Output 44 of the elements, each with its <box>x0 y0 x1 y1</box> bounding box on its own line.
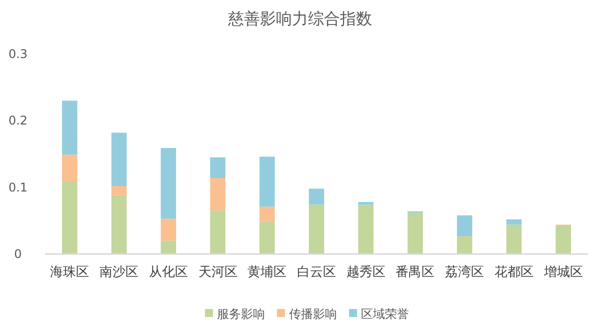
bar <box>358 202 374 205</box>
bar <box>506 219 522 225</box>
bar <box>160 240 176 254</box>
chart-title: 慈善影响力综合指数 <box>227 9 372 28</box>
bar <box>259 221 275 254</box>
y-tick-label: 0 <box>14 247 22 261</box>
bar <box>210 157 226 178</box>
bar <box>111 132 127 186</box>
bar <box>62 154 78 182</box>
bar <box>408 212 423 254</box>
bar <box>62 182 78 254</box>
bar <box>308 204 324 254</box>
bar <box>111 186 127 196</box>
x-tick-label: 花都区 <box>494 265 534 280</box>
x-tick-label: 海珠区 <box>50 265 90 280</box>
legend-label: 传播影响 <box>289 307 337 321</box>
bar <box>259 156 275 207</box>
bar <box>62 100 78 155</box>
bar <box>111 195 127 254</box>
bar <box>358 204 374 254</box>
x-tick-label: 番禺区 <box>396 265 435 280</box>
bar <box>210 178 226 211</box>
y-tick-label: 0.1 <box>8 180 28 194</box>
x-tick-label: 增城区 <box>542 265 583 280</box>
x-tick-label: 白云区 <box>297 265 336 280</box>
bar <box>308 188 324 205</box>
x-tick-label: 天河区 <box>198 265 238 280</box>
bar <box>160 148 176 219</box>
bar <box>456 215 472 236</box>
y-tick-label: 0.3 <box>8 47 28 61</box>
x-tick-label: 南沙区 <box>100 265 139 280</box>
bar <box>506 224 522 254</box>
bar <box>160 218 176 241</box>
bar <box>259 206 275 222</box>
legend-label: 区域荣誉 <box>361 307 409 321</box>
bar <box>210 210 226 254</box>
y-tick-label: 0.2 <box>8 114 28 128</box>
bar <box>556 226 571 254</box>
legend-label: 服务影响 <box>217 307 265 321</box>
bar <box>456 236 472 254</box>
x-tick-label: 荔湾区 <box>445 264 484 280</box>
x-tick-label: 黄埔区 <box>248 265 287 280</box>
x-tick-label: 从化区 <box>148 265 188 280</box>
x-tick-label: 越秀区 <box>346 265 386 280</box>
